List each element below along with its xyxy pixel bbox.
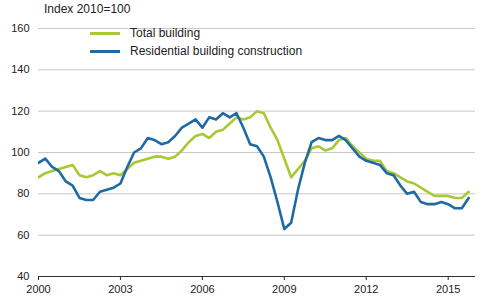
html-text:Index 2010=100: Index 2010=100 — [44, 2, 131, 16]
svg-text:80: 80 — [17, 187, 29, 199]
html-text:Residential building construct: Residential building construction — [130, 44, 303, 58]
svg-text:2003: 2003 — [108, 283, 132, 295]
svg-text:120: 120 — [11, 105, 29, 117]
svg-text:2015: 2015 — [436, 283, 460, 295]
svg-text:60: 60 — [17, 229, 29, 241]
svg-text:2006: 2006 — [190, 283, 214, 295]
svg-text:160: 160 — [11, 22, 29, 34]
svg-text:2009: 2009 — [272, 283, 296, 295]
svg-text:140: 140 — [11, 63, 29, 75]
svg-text:40: 40 — [17, 270, 29, 282]
svg-text:100: 100 — [11, 146, 29, 158]
svg-text:2012: 2012 — [354, 283, 378, 295]
html-text:Total building: Total building — [130, 26, 201, 40]
svg-text:2000: 2000 — [26, 283, 50, 295]
